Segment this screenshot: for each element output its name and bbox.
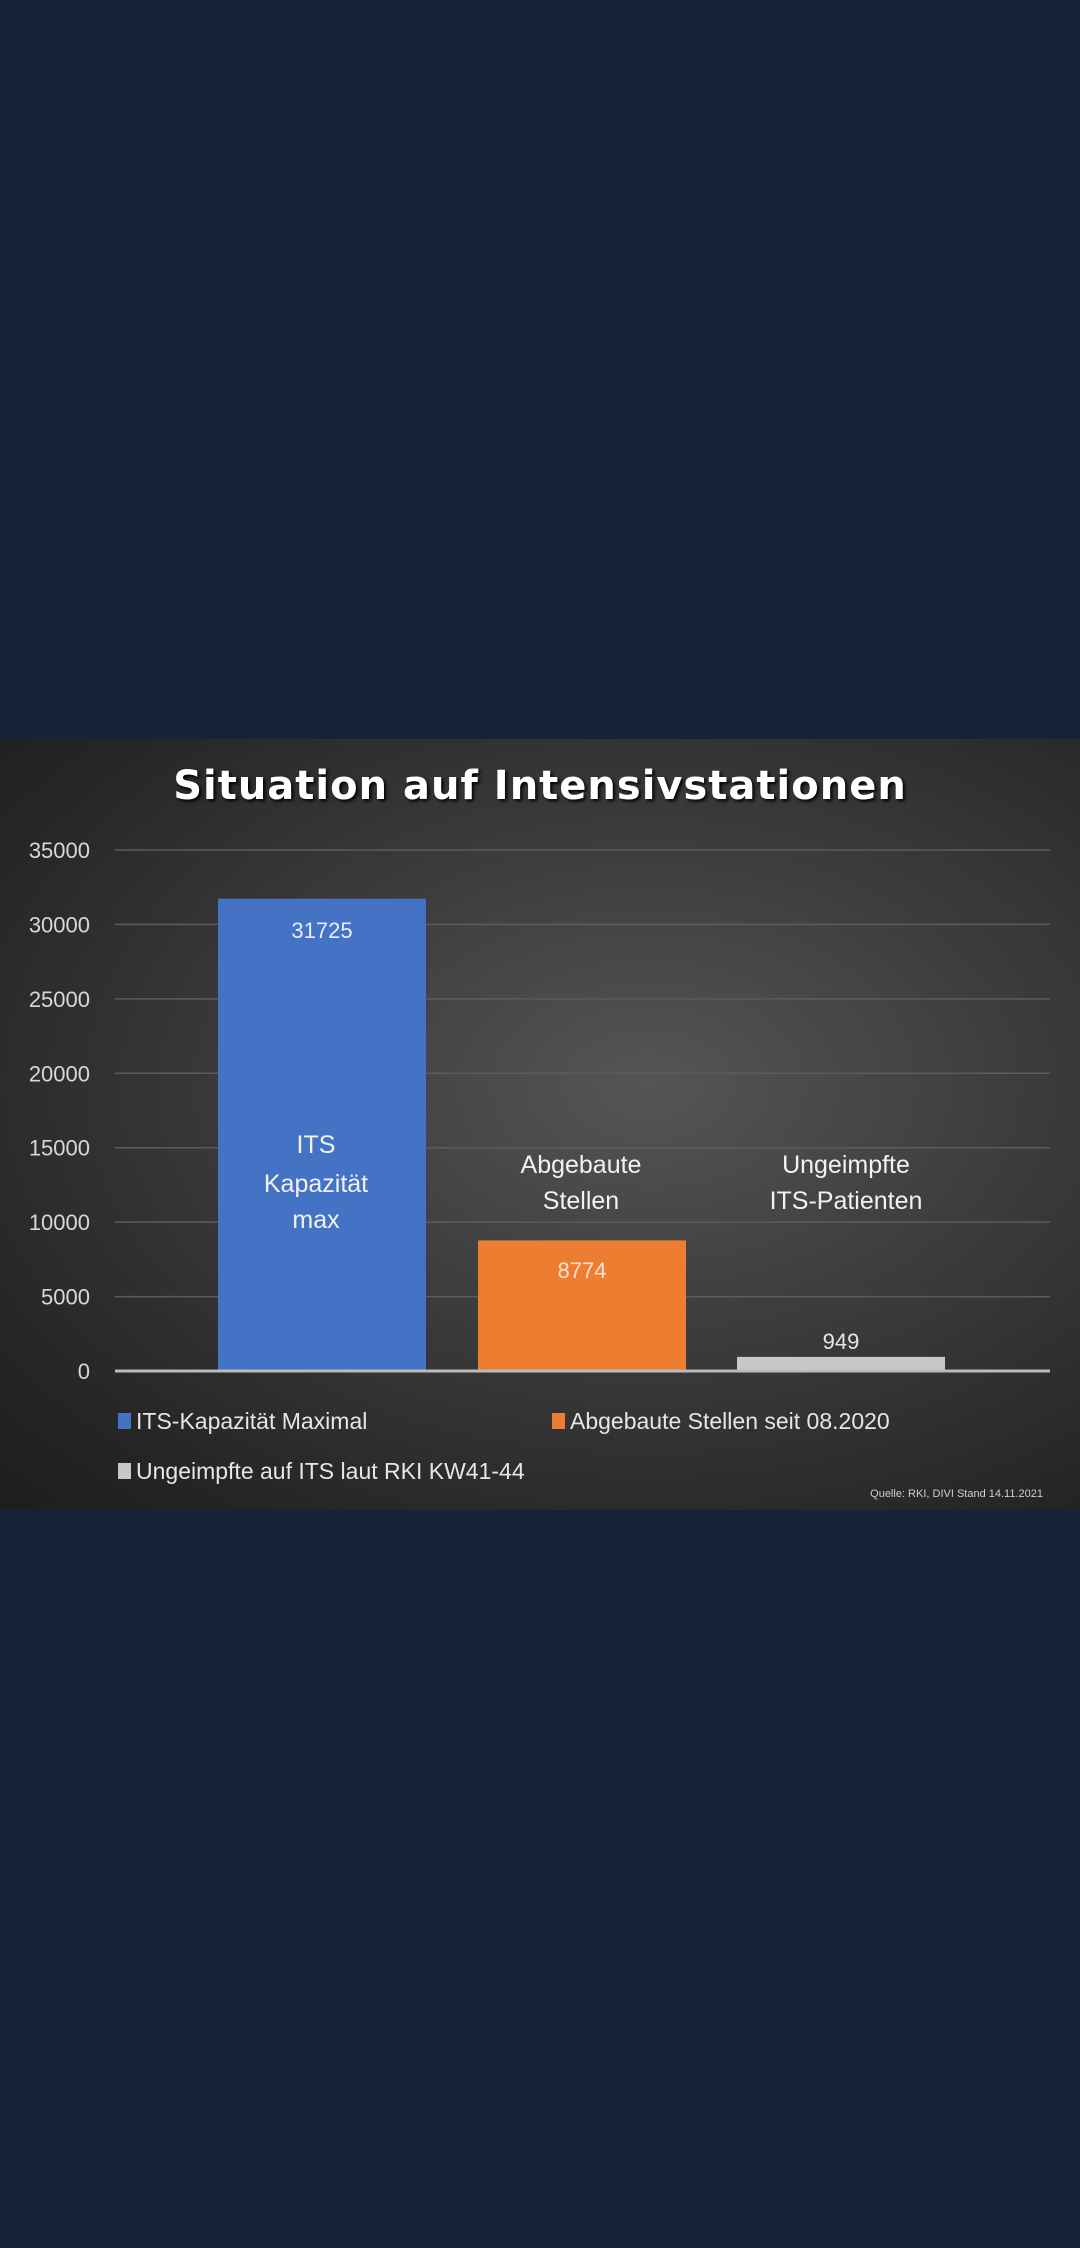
legend-swatch	[552, 1413, 565, 1429]
value-label: 31725	[291, 918, 352, 943]
source-note: Quelle: RKI, DIVI Stand 14.11.2021	[870, 1488, 1043, 1500]
value-label: 949	[823, 1329, 860, 1354]
category-label: max	[292, 1206, 340, 1234]
y-tick-label: 20000	[29, 1061, 90, 1086]
chart-panel: Situation auf Intensivstationen 0 5000 1000…	[0, 739, 1080, 1510]
y-tick-label: 30000	[29, 912, 90, 937]
y-tick-label: 0	[78, 1359, 90, 1384]
legend-swatch	[118, 1463, 131, 1479]
legend-swatch	[118, 1413, 131, 1429]
bar-2	[478, 1240, 686, 1371]
category-label: Abgebaute	[521, 1151, 642, 1179]
y-tick-label: 25000	[29, 987, 90, 1012]
category-label: ITS	[297, 1131, 336, 1159]
legend-label: Abgebaute Stellen seit 08.2020	[570, 1408, 890, 1434]
y-tick-label: 10000	[29, 1210, 90, 1235]
legend-label: Ungeimpfte auf ITS laut RKI KW41-44	[136, 1458, 525, 1484]
category-label: Stellen	[543, 1187, 619, 1215]
legend-label: ITS-Kapazität Maximal	[136, 1408, 367, 1434]
value-label: 8774	[558, 1258, 607, 1283]
y-tick-label: 35000	[29, 838, 90, 863]
bar-3	[737, 1356, 945, 1371]
bar-chart: Situation auf Intensivstationen 0 5000 1000…	[29, 763, 1050, 1500]
category-label: ITS-Patienten	[770, 1187, 923, 1215]
category-label: Kapazität	[264, 1170, 368, 1198]
chart-title: Situation auf Intensivstationen	[173, 763, 907, 809]
y-tick-label: 15000	[29, 1136, 90, 1161]
bar-1	[218, 898, 426, 1371]
category-label: Ungeimpfte	[782, 1151, 910, 1179]
y-tick-label: 5000	[41, 1285, 90, 1310]
